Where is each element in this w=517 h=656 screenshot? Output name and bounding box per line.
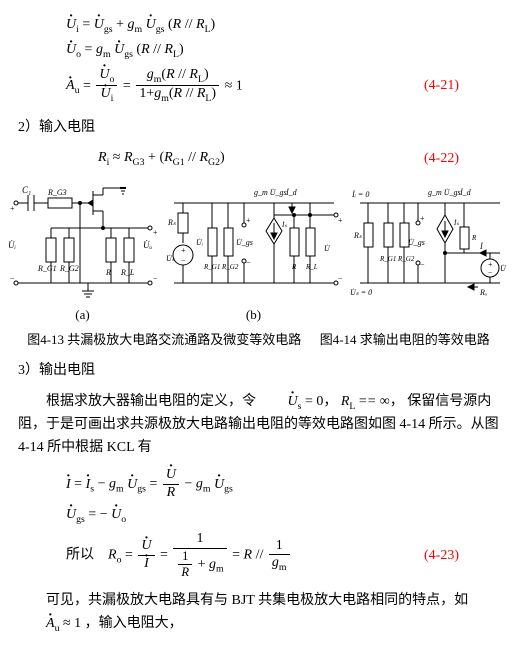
figure-row: C₁ R_G3: [18, 183, 499, 326]
figure-4-13-a: C₁ R_G3: [8, 183, 158, 326]
equation-ro: 所以 Ro = U I = 1 1 R + gm = R // 1 gm: [66, 531, 292, 580]
eq-number-4-23: (4-23): [424, 545, 459, 567]
svg-text:U̇ₛ: U̇ₛ: [166, 254, 176, 263]
eq-number-4-21: (4-21): [424, 75, 459, 97]
svg-text:Rₛ: Rₛ: [353, 231, 363, 240]
svg-text:İ_d: İ_d: [285, 188, 298, 197]
equation-au: Au = Uo Ui = gm(R // RL) 1+gm(R // RL) ≈…: [66, 67, 243, 105]
svg-text:R: R: [105, 268, 111, 277]
section-3-label: 3）输出电阻: [18, 360, 499, 382]
svg-text:−: −: [246, 258, 251, 267]
svg-text:−: −: [338, 274, 343, 283]
figure-4-13-b: Rₛ U̇ₛ + − U̇ᵢ R_G1 R_G2: [164, 183, 344, 326]
svg-text:+: +: [10, 204, 15, 213]
svg-text:U̇: U̇: [324, 244, 331, 253]
svg-text:U̇ᵢ: U̇ᵢ: [196, 238, 203, 247]
paragraph-1: 根据求放大器输出电阻的定义，令 Us = 0， RL == ∞， 保留信号源内阻…: [18, 391, 499, 459]
caption-4-13: 图4-13 共漏极放大电路交流通路及微变等效电路: [27, 330, 301, 351]
svg-text:U̇ₒ: U̇ₒ: [143, 240, 152, 250]
equation-kcl: I = Is − gm Ugs = U R − gm Ugs: [66, 467, 499, 502]
svg-text:R_G2: R_G2: [397, 255, 415, 263]
svg-text:Rₒ: Rₒ: [479, 288, 488, 297]
svg-text:−: −: [420, 260, 425, 269]
caption-4-14: 图4-14 求输出电阻的等效电路: [320, 330, 490, 351]
svg-text:+: +: [181, 246, 186, 255]
svg-text:g_m U̇_gs: g_m U̇_gs: [254, 188, 287, 197]
eq-number-4-22: (4-22): [424, 148, 459, 170]
svg-text:U̇ᵢ: U̇ᵢ: [8, 240, 16, 250]
svg-text:Rₛ: Rₛ: [167, 218, 177, 227]
svg-text:U̇: U̇: [500, 264, 507, 273]
svg-text:−: −: [181, 256, 186, 265]
svg-text:+: +: [338, 216, 343, 225]
section-2-label: 2）输入电阻: [18, 117, 499, 139]
svg-text:+: +: [420, 214, 425, 223]
equation-ri: Ri ≈ RG3 + (RG1 // RG2): [98, 147, 225, 170]
svg-text:R_G1: R_G1: [37, 264, 57, 273]
svg-text:g_m U̇_gs: g_m U̇_gs: [428, 188, 461, 197]
svg-text:U̇ₛ = 0: U̇ₛ = 0: [350, 288, 372, 297]
svg-text:U̇_gs: U̇_gs: [408, 238, 425, 247]
equation-uo: Uo = gm Ugs (R // RL): [66, 39, 499, 62]
sublabel-a: (a): [75, 305, 89, 326]
sublabel-b: (b): [246, 305, 261, 326]
svg-text:+: +: [153, 228, 158, 237]
svg-text:−: −: [488, 268, 493, 277]
svg-text:R_L: R_L: [305, 263, 318, 271]
figure-4-14: İᵢ = 0 Rₛ U̇ₛ = 0 R_G1 R_G2 +: [350, 183, 510, 326]
svg-text:+: +: [246, 216, 251, 225]
svg-text:İ_d: İ_d: [459, 188, 472, 197]
svg-text:R_G2: R_G2: [221, 263, 239, 271]
equation-ugs: Ugs = − Uo: [66, 504, 499, 527]
svg-text:İₛ: İₛ: [453, 219, 459, 227]
svg-text:R_G3: R_G3: [47, 188, 67, 197]
svg-text:−: −: [10, 274, 15, 283]
svg-text:İₛ: İₛ: [281, 221, 287, 229]
svg-text:R_L: R_L: [120, 268, 135, 277]
svg-text:İ: İ: [479, 242, 483, 251]
paragraph-2: 可见，共漏极放大电路具有与 BJT 共集电极放大电路相同的特点，如 Au ≈ 1…: [18, 590, 499, 636]
svg-text:R: R: [471, 234, 477, 242]
svg-text:−: −: [153, 274, 158, 283]
equation-ui: Ui = Ugs + gm Ugs (R // RL): [66, 14, 499, 37]
svg-text:R: R: [291, 263, 297, 271]
svg-text:U̇_gs: U̇_gs: [236, 238, 253, 247]
svg-text:C₁: C₁: [22, 185, 31, 195]
svg-text:İᵢ = 0: İᵢ = 0: [351, 190, 369, 199]
svg-text:R_G1: R_G1: [203, 263, 220, 271]
svg-text:R_G1: R_G1: [379, 255, 396, 263]
